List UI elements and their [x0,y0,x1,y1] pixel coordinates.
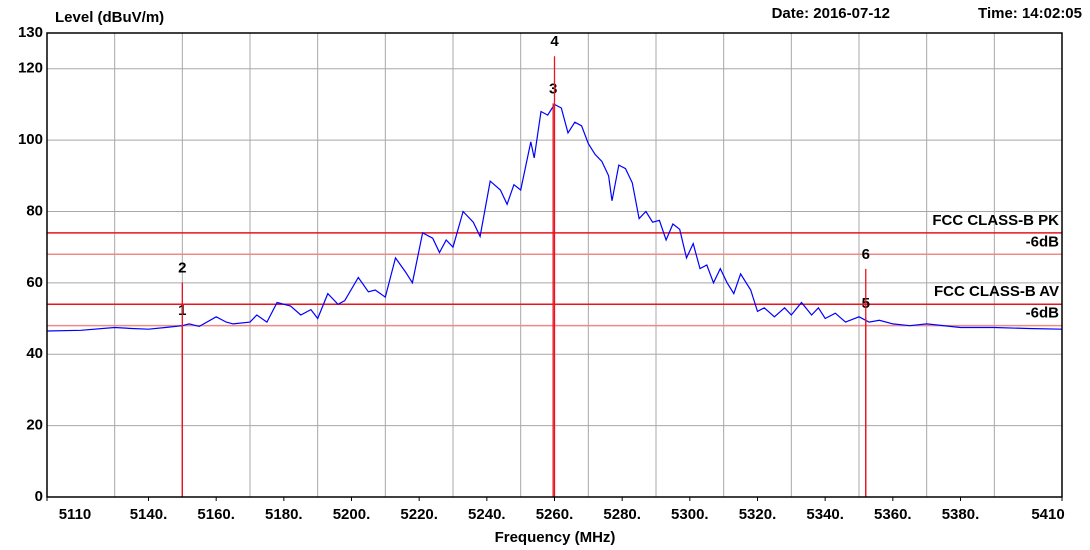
x-tick-label: 5160. [197,506,235,523]
x-tick-label: 5320. [739,506,777,523]
marker-label: 2 [178,259,186,276]
x-tick-label: 5300. [671,506,709,523]
marker-label: 3 [549,80,557,97]
y-axis-label: Level (dBuV/m) [55,9,164,26]
x-tick-label: 5340. [806,506,844,523]
y-tick-label: 80 [26,202,43,219]
x-tick-label: 5240. [468,506,506,523]
limit-label: FCC CLASS-B AV [934,283,1059,300]
x-tick-label: 5200. [333,506,371,523]
x-axis-label: Frequency (MHz) [495,529,616,546]
y-tick-label: 40 [26,345,43,362]
limit-label: -6dB [1026,233,1060,250]
date: Date: 2016-07-12 [772,5,890,22]
marker-label: 4 [550,33,559,50]
x-tick-label: 5360. [874,506,912,523]
x-tick-label: 5410 [1031,506,1064,523]
y-tick-label: 120 [18,60,43,77]
limit-label: FCC CLASS-B PK [932,212,1059,229]
y-tick-label: 60 [26,274,43,291]
y-tick-label: 20 [26,417,43,434]
x-tick-label: 5180. [265,506,303,523]
y-tick-label: 0 [35,488,43,505]
x-tick-label: 5380. [942,506,980,523]
x-tick-label: 5110 [59,506,92,523]
x-tick-label: 5140. [130,506,168,523]
trace [46,103,1063,332]
plot-frame [46,32,1063,498]
y-tick-label: 100 [18,131,43,148]
limit-label: -6dB [1026,305,1060,322]
x-tick-label: 5260. [536,506,574,523]
time: Time: 14:02:05 [978,5,1082,22]
x-tick-label: 5220. [400,506,438,523]
x-tick-label: 5280. [603,506,641,523]
y-tick-label: 130 [18,24,43,41]
marker-label: 6 [862,246,870,263]
